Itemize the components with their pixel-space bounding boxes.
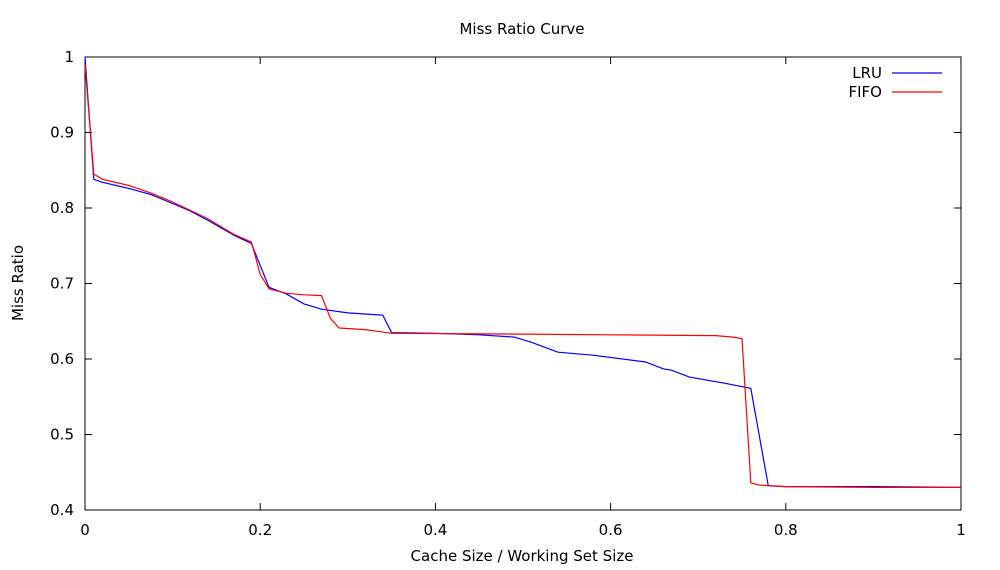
plot-border bbox=[84, 56, 962, 511]
y-axis-label: Miss Ratio bbox=[9, 245, 27, 321]
y-tick-label: 0.6 bbox=[50, 350, 74, 368]
x-tick-label: 0.4 bbox=[423, 521, 447, 539]
x-tick-label: 0.2 bbox=[248, 521, 272, 539]
legend-label-fifo: FIFO bbox=[849, 83, 883, 101]
chart-title: Miss Ratio Curve bbox=[459, 20, 584, 38]
x-axis-label: Cache Size / Working Set Size bbox=[411, 547, 634, 565]
y-tick-label: 0.7 bbox=[50, 275, 74, 293]
series-lines bbox=[84, 56, 962, 488]
series-line-lru bbox=[84, 56, 962, 488]
x-tick-label: 0 bbox=[80, 521, 90, 539]
legend-label-lru: LRU bbox=[852, 64, 882, 82]
x-tick-label: 0.8 bbox=[774, 521, 798, 539]
axis-ticks: 0 0.2 0.4 0.6 0.8 1 0.4 0.5 0.6 0.7 0.8 0.9 1 bbox=[50, 48, 966, 539]
x-tick-label: 0.6 bbox=[599, 521, 623, 539]
x-tick-label: 1 bbox=[956, 521, 966, 539]
y-tick-label: 0.9 bbox=[50, 124, 74, 142]
y-tick-label: 1 bbox=[64, 48, 74, 66]
y-tick-label: 0.5 bbox=[50, 426, 74, 444]
series-line-fifo bbox=[84, 64, 961, 488]
y-tick-label: 0.4 bbox=[50, 501, 74, 519]
y-tick-label: 0.8 bbox=[50, 199, 74, 217]
